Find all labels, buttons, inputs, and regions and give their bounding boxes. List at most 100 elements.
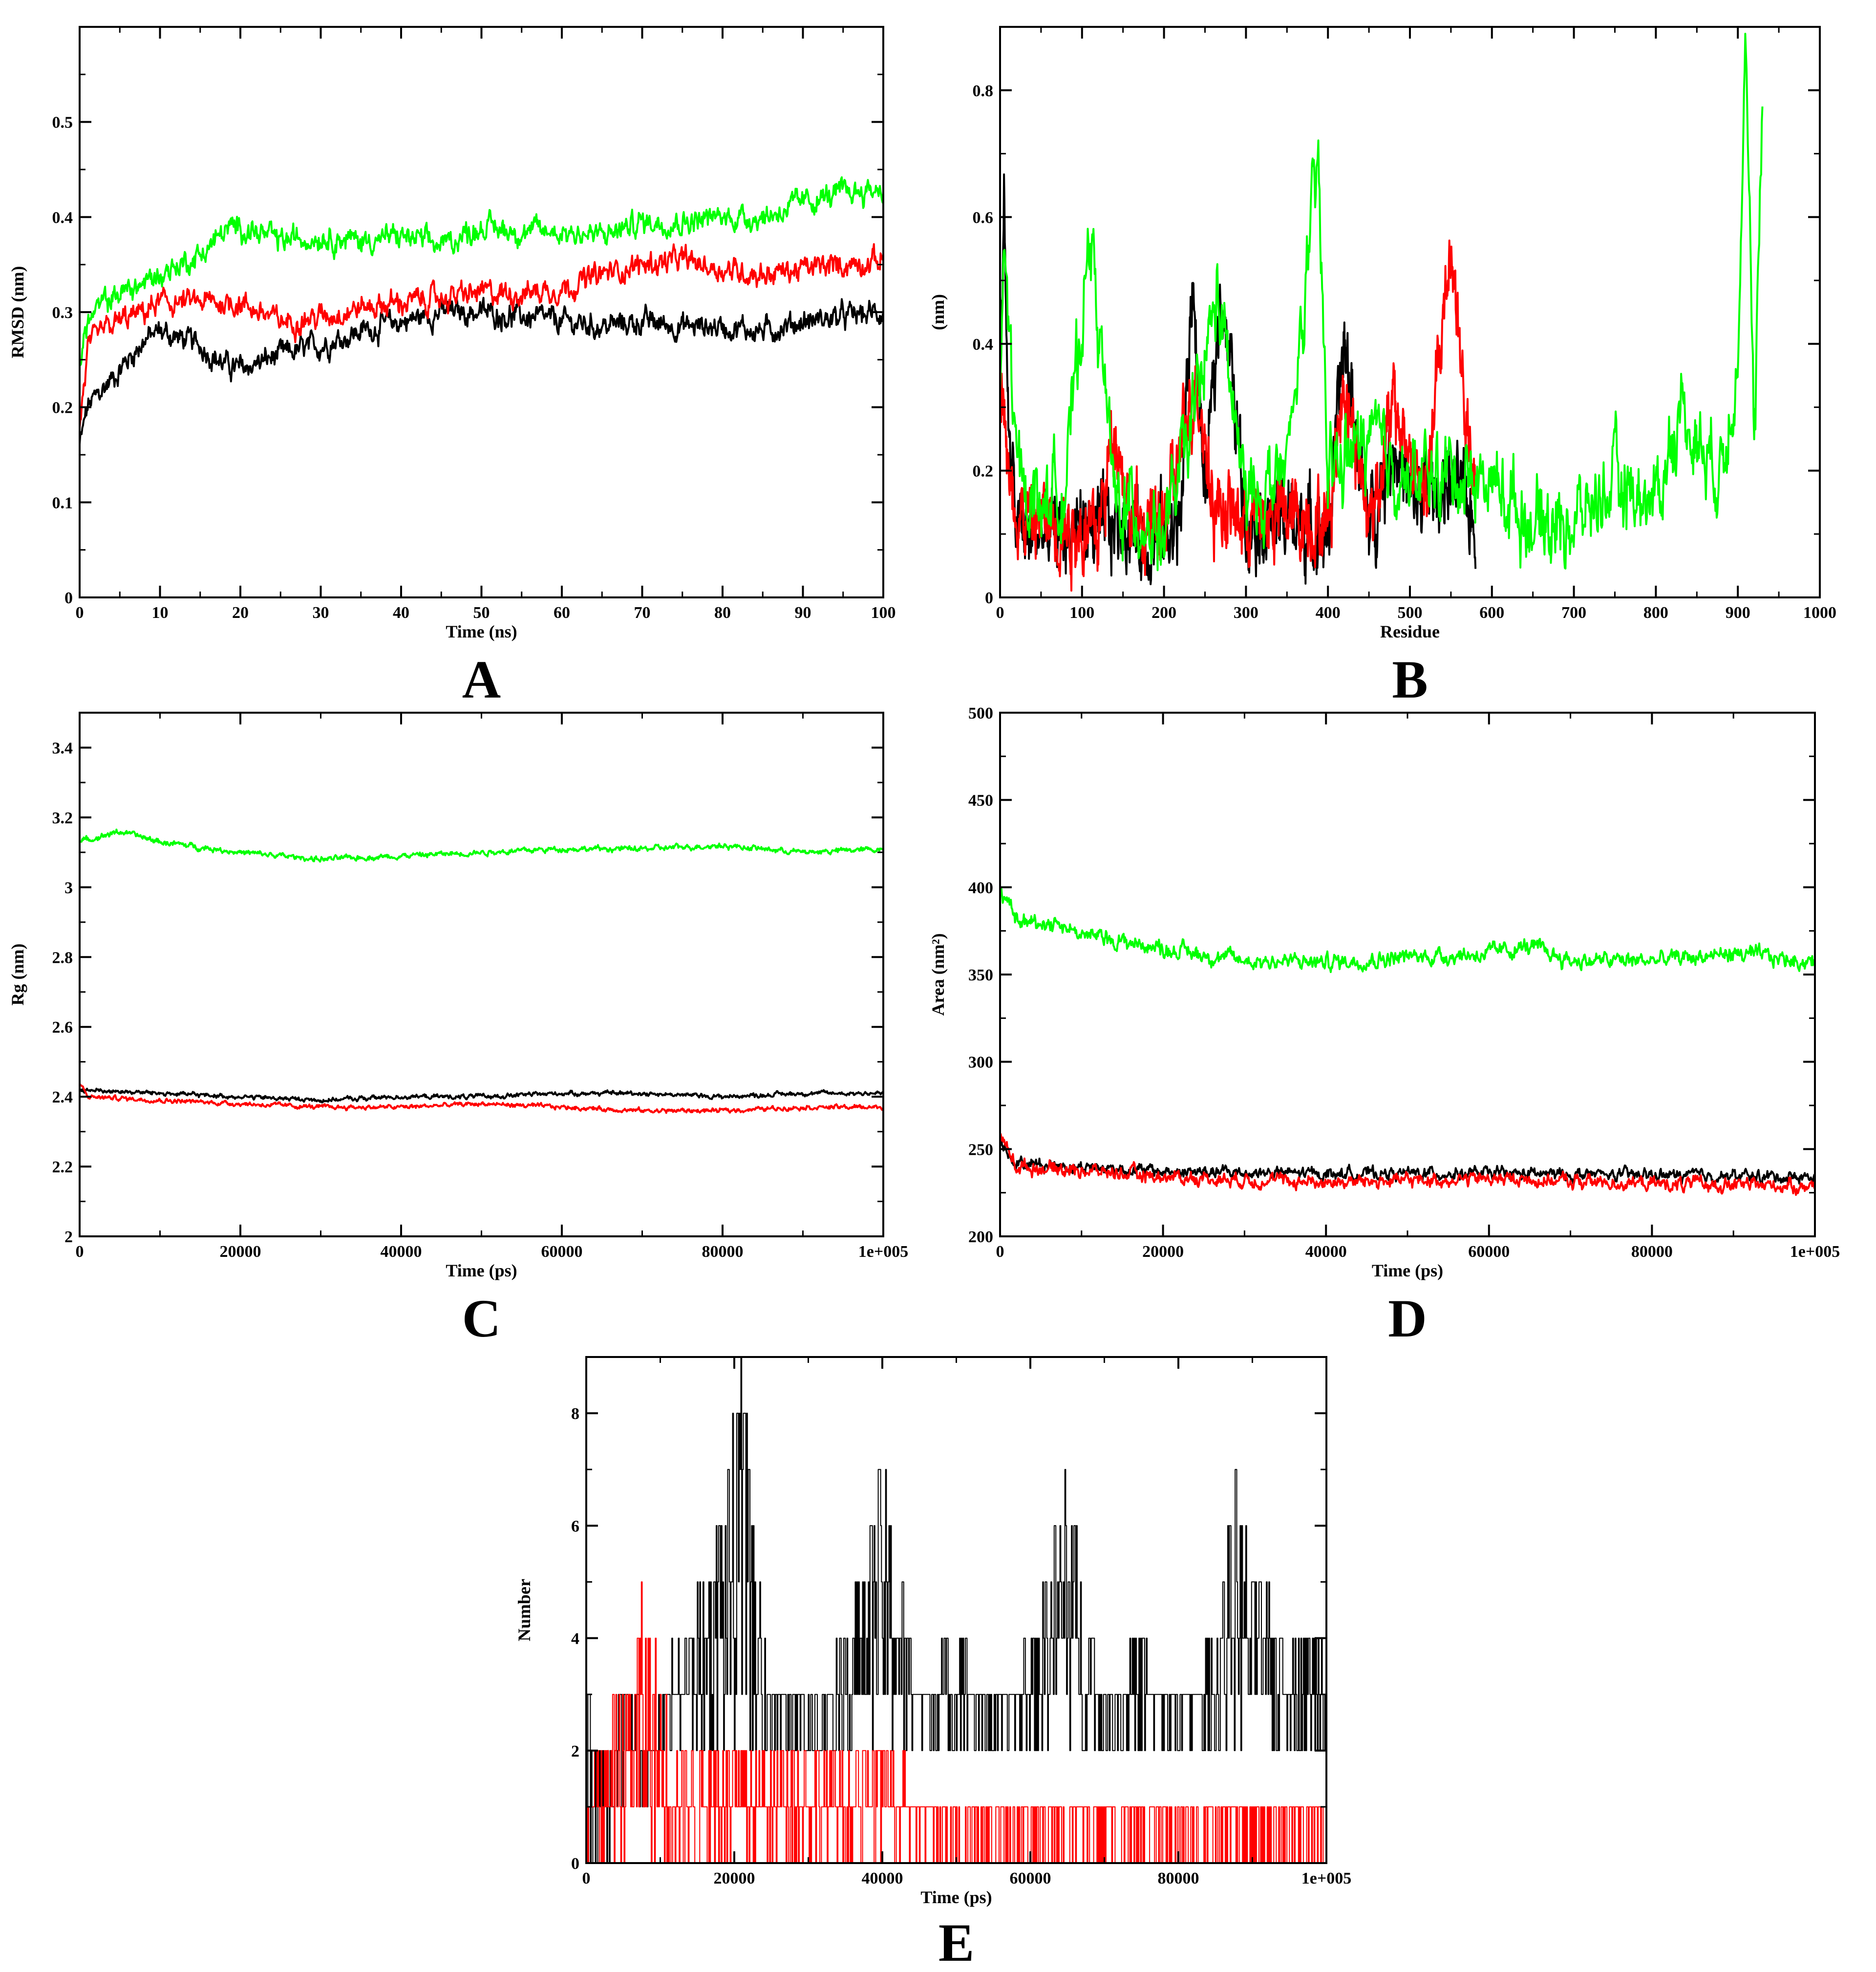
panel-b-xtick-label: 200 [1151, 604, 1176, 622]
panel-b-ytick-label: 0.8 [973, 82, 994, 100]
panel-c-xtick-label: 40000 [381, 1243, 422, 1261]
panel-c-xtick-label: 80000 [702, 1243, 744, 1261]
panel-e-ytick-label: 4 [571, 1630, 579, 1648]
panel-c-x-axis-label: Time (ps) [446, 1261, 517, 1280]
panel-a-xtick-label: 40 [393, 604, 409, 622]
panel-d-series-2 [1000, 1133, 1815, 1196]
panel-e-y-axis-label: Number [514, 1579, 534, 1641]
panel-b-ytick-label: 0.6 [973, 209, 994, 227]
panel-c-ytick-label: 2.8 [52, 949, 73, 967]
panel-b-xtick-label: 900 [1726, 604, 1750, 622]
panel-b: 0 100 200 300 400 500 600 700 800 900 1000 0 0.2 0.4 0… [928, 26, 1836, 709]
panel-a-xtick-label: 70 [634, 604, 651, 622]
panel-c-ytick-label: 3 [64, 879, 73, 897]
panel-e-xtick-label: 80000 [1158, 1869, 1199, 1887]
panel-a-xtick-label: 0 [76, 604, 84, 622]
panel-d-letter: D [1388, 1289, 1427, 1348]
panel-e-ytick-label: 8 [571, 1405, 579, 1423]
panel-d-ytick-label: 200 [968, 1228, 993, 1246]
panel-c-xtick-label: 1e+005 [858, 1243, 908, 1261]
panel-c-series-3 [80, 828, 883, 863]
panel-b-xtick-label: 800 [1643, 604, 1668, 622]
panel-d-xtick-label: 0 [996, 1243, 1004, 1261]
panel-a-ytick-label: 0.2 [52, 399, 73, 417]
panel-b-xtick-label: 500 [1398, 604, 1423, 622]
panel-c-ytick-label: 3.2 [52, 809, 73, 827]
panel-a-xtick-label: 30 [313, 604, 329, 622]
panel-e-xtick-label: 40000 [862, 1869, 903, 1887]
panel-b-xtick-label: 0 [996, 604, 1004, 622]
panel-d-ytick-label: 400 [968, 879, 993, 897]
panel-e-xtick-label: 0 [582, 1869, 591, 1887]
panel-b-series-2 [1000, 239, 1477, 592]
panel-c-ytick-label: 2.2 [52, 1158, 73, 1176]
panel-c: 0 20000 40000 60000 80000 1e+005 2 2.2 2.4 2.6 2.8… [8, 712, 908, 1348]
panel-c-ytick-label: 2.4 [52, 1088, 73, 1106]
panel-a: 0 10 20 30 40 50 60 70 80 90 100 0 0.1 0.2 0.3 0.4 0.5 Ti… [8, 26, 896, 709]
panel-d-ytick-label: 450 [968, 792, 993, 810]
panel-a-xtick-label: 50 [473, 604, 490, 622]
panel-a-series-2 [80, 243, 883, 428]
panel-d-xtick-label: 80000 [1631, 1243, 1673, 1261]
panel-c-ytick-label: 2 [64, 1228, 73, 1246]
panel-d-xtick-label: 40000 [1305, 1243, 1347, 1261]
panel-c-letter: C [462, 1289, 501, 1348]
panel-c-ytick-label: 3.4 [52, 739, 73, 757]
panel-d-ytick-label: 350 [968, 966, 993, 984]
panel-d-xtick-label: 20000 [1142, 1243, 1184, 1261]
panel-a-x-axis-label: Time (ns) [446, 622, 517, 641]
panel-d-xtick-label: 1e+005 [1790, 1243, 1840, 1261]
panel-a-ytick-label: 0.5 [52, 114, 73, 132]
panel-e-ytick-label: 2 [571, 1742, 579, 1760]
panel-d-y-axis-label: Area (nm²) [928, 933, 948, 1016]
panel-a-xtick-label: 90 [795, 604, 811, 622]
panel-e-series-2 [586, 1581, 1326, 1863]
panel-b-xtick-label: 1000 [1803, 604, 1836, 622]
panel-e-xtick-label: 20000 [714, 1869, 755, 1887]
panel-e-letter: E [938, 1913, 974, 1972]
panel-b-y-axis-label: (nm) [928, 294, 948, 330]
panel-a-y-axis-label: RMSD (nm) [8, 266, 27, 359]
panel-e: 0 20000 40000 60000 80000 1e+005 0 2 4 6 8 Time (ps… [514, 1356, 1351, 1972]
panel-b-x-axis-label: Residue [1380, 622, 1440, 641]
panel-b-ytick-label: 0.4 [973, 336, 994, 354]
panel-c-y-axis-label: Rg (nm) [8, 944, 27, 1006]
panel-c-xtick-label: 0 [76, 1243, 84, 1261]
panel-b-xtick-label: 300 [1234, 604, 1258, 622]
panel-d: 0 20000 40000 60000 80000 1e+005 200 250 300 350 4… [928, 704, 1840, 1348]
panel-c-xtick-label: 20000 [220, 1243, 261, 1261]
panel-b-ytick-label: 0 [985, 589, 993, 607]
panel-d-ytick-label: 500 [968, 704, 993, 722]
panel-a-ytick-label: 0.4 [52, 209, 73, 227]
panel-a-series-3 [80, 176, 883, 366]
panel-a-ytick-label: 0.3 [52, 304, 73, 322]
panel-b-xtick-label: 100 [1069, 604, 1094, 622]
panel-a-letter: A [462, 650, 501, 709]
panel-d-ytick-label: 300 [968, 1054, 993, 1072]
panel-e-x-axis-label: Time (ps) [920, 1887, 992, 1907]
panel-e-ytick-label: 0 [571, 1855, 579, 1873]
panel-c-series-1 [80, 1087, 883, 1103]
panel-d-ytick-label: 250 [968, 1141, 993, 1159]
panel-d-xtick-label: 60000 [1468, 1243, 1510, 1261]
panel-d-x-axis-label: Time (ps) [1372, 1261, 1443, 1280]
panel-b-xtick-label: 700 [1561, 604, 1586, 622]
panel-a-xtick-label: 100 [871, 604, 896, 622]
panel-e-xtick-label: 1e+005 [1301, 1869, 1351, 1887]
panel-e-xtick-label: 60000 [1010, 1869, 1051, 1887]
panel-c-xtick-label: 60000 [541, 1243, 583, 1261]
panel-d-series-3 [1000, 887, 1815, 973]
panel-a-xtick-label: 20 [232, 604, 249, 622]
panel-a-xtick-label: 60 [554, 604, 570, 622]
panel-a-series-1 [80, 297, 883, 445]
panel-e-ytick-label: 6 [571, 1517, 579, 1535]
panel-a-xtick-label: 80 [714, 604, 731, 622]
panel-b-series-3 [1000, 33, 1764, 572]
panel-c-ytick-label: 2.6 [52, 1018, 73, 1037]
panel-c-series-2 [80, 1083, 883, 1114]
panel-a-ytick-label: 0.1 [52, 494, 73, 512]
panel-a-xtick-label: 10 [152, 604, 169, 622]
panel-b-xtick-label: 400 [1316, 604, 1341, 622]
panel-b-letter: B [1392, 650, 1428, 709]
